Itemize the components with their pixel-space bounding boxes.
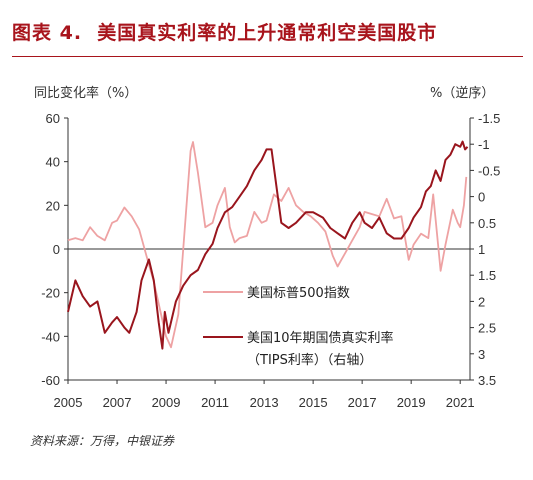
- left-tick-label: 60: [46, 111, 60, 126]
- right-tick-label: 1: [478, 242, 485, 257]
- right-tick-label: 2: [478, 294, 485, 309]
- source-note: 资料来源：万得，中银证券: [30, 434, 175, 448]
- left-tick-label: 20: [46, 198, 60, 213]
- right-axis-unit: %（逆序）: [430, 86, 495, 101]
- sp500-series-line: [67, 141, 468, 349]
- figure-title: 图表 4. 美国真实利率的上升通常利空美国股市: [12, 18, 437, 45]
- x-tick-label: 2005: [54, 395, 83, 410]
- right-tick-label: 1.5: [478, 268, 496, 283]
- title-rule: [12, 56, 523, 57]
- left-tick-label: -20: [41, 286, 60, 301]
- left-tick-label: -40: [41, 329, 60, 344]
- tips-rate-series-line: [67, 140, 469, 350]
- legend-label-sp500: 美国标普500指数: [247, 286, 350, 301]
- x-tick-label: 2015: [299, 395, 328, 410]
- right-tick-label: 0: [478, 190, 485, 205]
- right-tick-label: 0.5: [478, 216, 496, 231]
- x-tick-label: 2019: [397, 395, 426, 410]
- x-tick-label: 2017: [348, 395, 377, 410]
- x-tick-label: 2021: [446, 395, 475, 410]
- legend-label-tips: 美国10年期国债真实利率: [247, 330, 394, 346]
- left-tick-label: -60: [41, 373, 60, 388]
- left-tick-label: 0: [53, 242, 60, 257]
- left-tick-label: 40: [46, 155, 60, 170]
- x-tick-label: 2013: [250, 395, 279, 410]
- legend-label-tips-line2: （TIPS利率）（右轴）: [247, 352, 372, 368]
- x-tick-label: 2007: [103, 395, 132, 410]
- right-tick-label: -1: [478, 137, 490, 152]
- right-tick-label: 3: [478, 347, 485, 362]
- x-tick-label: 2011: [201, 395, 229, 410]
- right-tick-label: 3.5: [478, 373, 496, 388]
- right-tick-label: -0.5: [478, 163, 500, 178]
- figure-title-text: 美国真实利率的上升通常利空美国股市: [97, 22, 438, 44]
- left-axis-unit: 同比变化率（%）: [34, 86, 138, 101]
- right-tick-label: 2.5: [478, 321, 496, 336]
- right-tick-label: -1.5: [478, 111, 500, 126]
- figure-label: 图表 4.: [12, 22, 83, 44]
- x-tick-label: 2009: [152, 395, 181, 410]
